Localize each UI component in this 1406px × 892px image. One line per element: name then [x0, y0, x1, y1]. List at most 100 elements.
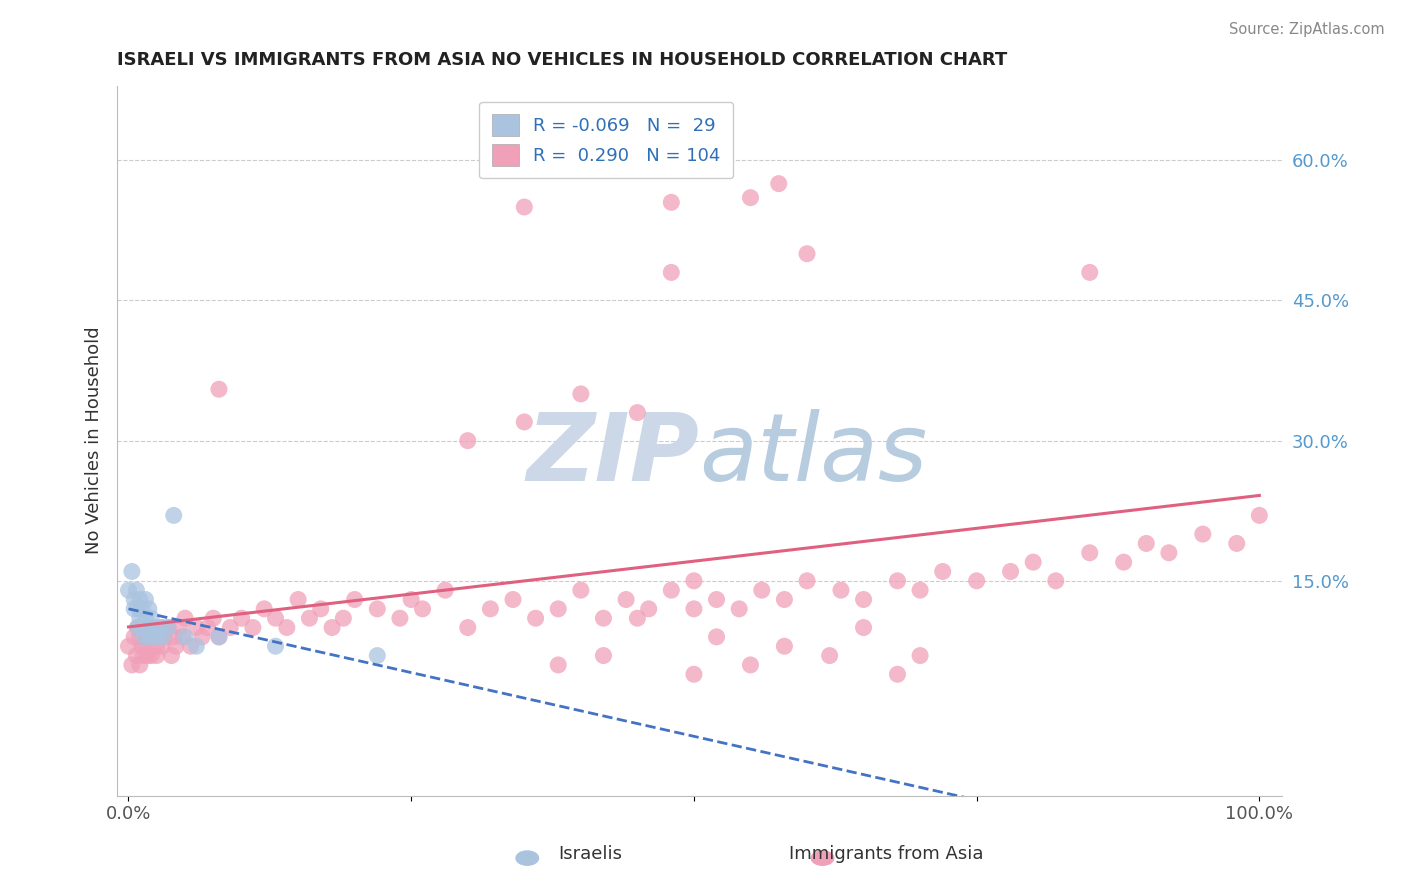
Point [276, 621, 298, 635]
Point [117, 639, 139, 653]
Point [152, 639, 174, 653]
Point [309, 602, 332, 616]
Point [637, 602, 659, 616]
Point [931, 565, 953, 579]
Point [740, 191, 762, 205]
Point [908, 648, 931, 663]
Point [614, 592, 637, 607]
Point [145, 630, 167, 644]
Point [592, 611, 614, 625]
Point [125, 648, 148, 663]
Point [139, 648, 162, 663]
Point [796, 574, 818, 588]
Point [121, 657, 143, 672]
Point [202, 611, 225, 625]
Point [134, 630, 156, 644]
Point [298, 611, 321, 625]
Point [287, 592, 309, 607]
Text: atlas: atlas [700, 409, 928, 500]
Point [659, 195, 682, 210]
Point [796, 246, 818, 260]
Point [169, 621, 191, 635]
Point [122, 630, 145, 644]
Point [253, 602, 276, 616]
Point [1078, 546, 1101, 560]
Point [242, 621, 264, 635]
Point [134, 639, 156, 653]
Point [399, 592, 422, 607]
Point [139, 611, 162, 625]
Point [547, 602, 569, 616]
Point [1112, 555, 1135, 569]
Point [683, 667, 706, 681]
Point [502, 592, 524, 607]
Text: Immigrants from Asia: Immigrants from Asia [789, 846, 983, 863]
Point [157, 621, 180, 635]
Point [138, 630, 160, 644]
Point [513, 200, 536, 214]
Point [128, 630, 150, 644]
Point [186, 639, 208, 653]
Point [332, 611, 354, 625]
Point [706, 630, 728, 644]
Point [145, 648, 167, 663]
Point [208, 630, 231, 644]
Point [908, 583, 931, 598]
Point [1022, 555, 1045, 569]
Point [706, 592, 728, 607]
Point [1078, 265, 1101, 279]
Point [434, 583, 457, 598]
Point [683, 574, 706, 588]
Point [773, 639, 796, 653]
Point [134, 630, 156, 644]
Point [142, 630, 165, 644]
Point [966, 574, 988, 588]
Point [1249, 508, 1271, 523]
Point [122, 602, 145, 616]
Point [886, 667, 908, 681]
Point [128, 602, 150, 616]
Y-axis label: No Vehicles in Household: No Vehicles in Household [86, 326, 103, 555]
Point [366, 648, 388, 663]
Point [479, 602, 502, 616]
Point [127, 621, 149, 635]
Point [163, 630, 186, 644]
Point [174, 630, 197, 644]
Point [818, 648, 841, 663]
Point [172, 630, 194, 644]
Point [1226, 536, 1249, 550]
Point [886, 574, 908, 588]
Point [191, 630, 214, 644]
Point [160, 648, 183, 663]
Point [131, 602, 153, 616]
Point [1000, 565, 1022, 579]
Point [157, 621, 180, 635]
Point [131, 639, 153, 653]
Point [592, 648, 614, 663]
Text: Source: ZipAtlas.com: Source: ZipAtlas.com [1229, 22, 1385, 37]
Point [136, 621, 159, 635]
Point [174, 611, 197, 625]
Point [132, 648, 155, 663]
Text: ZIP: ZIP [527, 409, 700, 500]
Point [128, 657, 150, 672]
Point [768, 177, 790, 191]
Point [683, 602, 706, 616]
Point [231, 611, 253, 625]
Point [149, 630, 172, 644]
Point [128, 592, 150, 607]
Point [149, 621, 172, 635]
Point [1135, 536, 1157, 550]
Point [852, 621, 875, 635]
Text: Israelis: Israelis [558, 846, 623, 863]
Point [163, 508, 186, 523]
Point [1045, 574, 1067, 588]
Point [343, 592, 366, 607]
Point [659, 265, 682, 279]
Point [728, 602, 751, 616]
Point [117, 583, 139, 598]
Point [547, 657, 569, 672]
Point [388, 611, 411, 625]
Point [773, 592, 796, 607]
Point [751, 583, 773, 598]
